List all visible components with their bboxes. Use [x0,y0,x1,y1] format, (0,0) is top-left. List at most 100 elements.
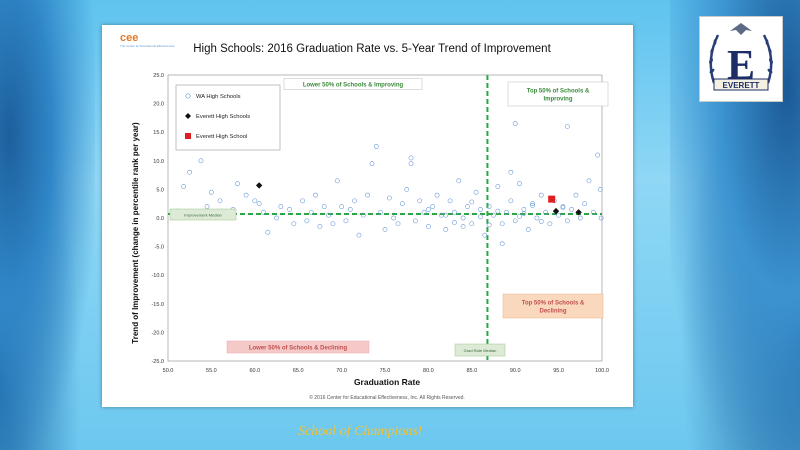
wa-school-point [434,192,440,198]
chart-title: High Schools: 2016 Graduation Rate vs. 5… [193,43,551,55]
x-axis-label: Graduation Rate [354,377,420,387]
x-tick-label: 85.0 [466,368,477,374]
brand-logo-subtitle: The Center for Educational Effectiveness [120,44,175,48]
quadrant-top-improving-box [507,81,609,107]
wa-school-point [564,218,570,224]
wa-school-point [391,215,397,221]
wa-school-point [486,204,492,209]
wa-school-point [334,178,340,184]
background-swirl-left [0,0,95,450]
wa-school-point [508,198,514,204]
wa-school-point [447,198,453,204]
wa-school-point [556,212,561,218]
wa-school-point [469,221,475,227]
grad-rate-median-label: Grad Rate Median [464,348,497,353]
wa-school-point [369,161,375,167]
wa-school-point [382,227,388,232]
y-tick-label: -15.0 [151,302,164,308]
wa-school-point [478,214,483,220]
wa-school-point [478,207,483,212]
wa-school-point [482,232,488,238]
wa-school-point [465,204,470,209]
plot-frame [167,74,603,362]
wa-school-point [595,152,601,158]
wa-school-point [569,207,575,212]
footer-motto: School of Champions! [298,424,423,439]
wa-school-point [256,201,262,207]
wa-school-point [339,204,344,209]
legend-box [175,84,281,151]
wa-school-point [308,209,314,215]
x-tick-label: 50.0 [163,368,174,374]
wa-school-point [499,241,505,247]
wa-school-point [525,227,531,232]
wa-school-point [326,212,331,218]
wa-school-point [378,209,384,215]
quadrant-top-declining-label: Top 50% of Schools & [522,301,585,307]
wa-school-point [452,220,457,225]
wa-school-point [343,218,349,224]
wa-school-point [443,212,449,218]
legend-wa-marker [185,93,191,99]
wa-school-point [412,218,418,224]
y-tick-label: -20.0 [151,330,164,336]
wa-school-point [365,192,371,198]
school-logo: E EVERETT [699,16,783,102]
wa-school-point [356,232,362,238]
wa-school-point [460,215,466,221]
everett-schools-point [552,207,560,215]
wa-school-point [517,181,522,187]
wa-school-point [521,207,527,212]
wa-school-point [373,144,379,149]
wa-school-point [204,204,210,209]
wa-school-point [386,195,392,201]
y-tick-label: -10.0 [151,273,164,279]
wa-school-point [287,207,292,212]
wa-school-point [547,221,553,227]
quadrant-top-improving-label: Improving [543,97,572,103]
wa-school-point [300,198,305,204]
wa-school-point [534,215,540,221]
wa-school-point [443,227,449,232]
eagle-icon [730,23,752,35]
wa-school-point [399,201,405,207]
x-tick-label: 60.0 [249,368,260,374]
chart-slide: cee The Center for Educational Effective… [102,25,633,407]
quadrant-lower-declining-label: Lower 50% of Schools & Declining [249,346,348,352]
wa-school-point [352,198,358,204]
quadrant-top-declining-label: Declining [539,309,566,315]
quadrant-lower-improving-label: Lower 50% of Schools & Improving [303,83,404,89]
wa-school-point [597,186,603,192]
wa-school-point [330,221,336,227]
logo-banner [713,78,769,91]
wa-school-point [508,169,514,175]
wa-school-point [530,203,535,208]
wa-school-point [360,212,366,218]
wa-school-point [491,212,496,218]
wa-school-point [530,201,535,207]
wa-school-point [274,215,279,221]
wa-school-point [217,198,223,204]
wa-school-point [543,209,548,215]
y-tick-label: 5.0 [156,187,164,193]
quadrant-lower-declining-box [226,340,370,354]
legend-everett-high-marker [185,133,191,139]
wa-school-point [278,204,284,209]
wa-school-point [252,198,258,204]
wa-school-point [408,161,414,167]
copyright-note: © 2016 Center for Educational Effectiven… [309,394,465,401]
wa-school-point [473,189,479,195]
wa-school-point [425,224,431,229]
logo-banner-text: EVERETT [723,81,760,90]
wa-school-point [291,221,297,227]
grad-rate-median-tag [454,343,506,357]
wa-school-point [408,155,414,161]
x-tick-label: 90.0 [510,368,521,374]
quadrant-top-improving-label: Top 50% of Schools & [527,89,590,95]
wa-school-point [235,181,240,187]
wa-school-point [456,178,462,184]
x-tick-label: 100.0 [595,368,609,374]
wa-school-point [404,186,410,192]
legend-everett-schools-marker [185,113,191,119]
y-tick-label: 20.0 [153,102,164,108]
